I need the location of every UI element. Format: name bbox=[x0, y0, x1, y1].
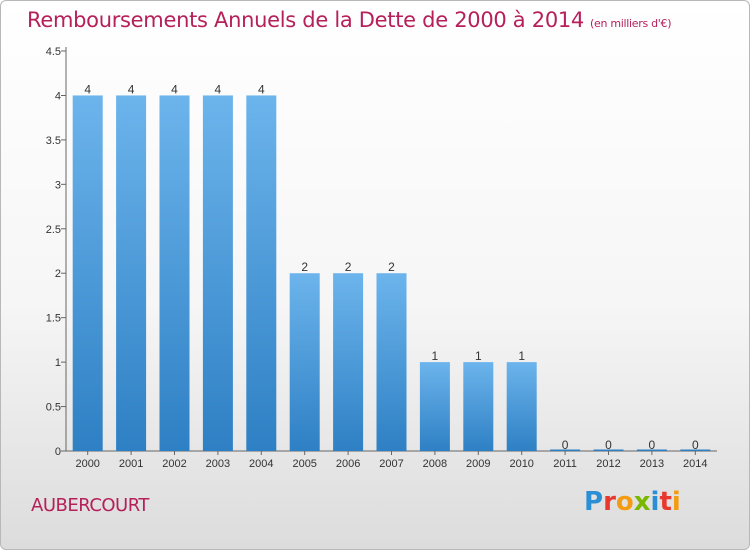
logo-letter: x bbox=[633, 487, 651, 517]
y-tick-label: 1.5 bbox=[46, 313, 61, 325]
chart-unit: (en milliers d'€) bbox=[590, 17, 672, 30]
x-tick-label: 2002 bbox=[162, 458, 186, 470]
data-label: 2 bbox=[301, 260, 308, 274]
y-tick-label: 0 bbox=[55, 446, 61, 458]
data-label: 2 bbox=[388, 260, 395, 274]
bar bbox=[636, 449, 667, 451]
bar bbox=[593, 449, 624, 451]
proxiti-logo: Proxiti bbox=[584, 487, 681, 517]
logo-letter: P bbox=[584, 487, 604, 517]
data-label: 0 bbox=[649, 438, 656, 452]
logo-letter: r bbox=[603, 487, 616, 517]
data-label: 4 bbox=[215, 82, 222, 96]
x-tick-label: 2008 bbox=[423, 458, 447, 470]
data-label: 1 bbox=[475, 349, 482, 363]
chart-title: Remboursements Annuels de la Dette de 20… bbox=[27, 8, 671, 32]
bar bbox=[419, 362, 450, 451]
chart-title-text: Remboursements Annuels de la Dette de 20… bbox=[27, 8, 584, 32]
data-label: 0 bbox=[692, 438, 699, 452]
bar bbox=[680, 449, 711, 451]
x-tick-label: 2005 bbox=[292, 458, 316, 470]
bar bbox=[72, 95, 103, 451]
y-tick-label: 3 bbox=[55, 179, 61, 191]
data-label: 4 bbox=[84, 82, 91, 96]
x-tick-label: 2004 bbox=[249, 458, 273, 470]
bar bbox=[376, 273, 407, 451]
y-tick-label: 2 bbox=[55, 268, 61, 280]
data-label: 4 bbox=[258, 82, 265, 96]
y-tick-label: 2.5 bbox=[46, 224, 61, 236]
bar bbox=[289, 273, 320, 451]
y-tick-label: 4.5 bbox=[46, 46, 61, 58]
data-label: 1 bbox=[518, 349, 525, 363]
bar bbox=[202, 95, 233, 451]
x-tick-label: 2000 bbox=[75, 458, 99, 470]
y-tick-label: 0.5 bbox=[46, 402, 61, 414]
bar bbox=[333, 273, 364, 451]
y-tick-label: 1 bbox=[55, 357, 61, 369]
commune-name: AUBERCOURT bbox=[31, 495, 149, 516]
x-tick-label: 2003 bbox=[206, 458, 230, 470]
y-tick-label: 4 bbox=[55, 90, 61, 102]
x-tick-label: 2012 bbox=[596, 458, 620, 470]
logo-letter: i bbox=[650, 487, 660, 517]
x-tick-label: 2001 bbox=[119, 458, 143, 470]
x-tick-label: 2009 bbox=[466, 458, 490, 470]
x-tick-label: 2007 bbox=[379, 458, 403, 470]
x-tick-label: 2010 bbox=[509, 458, 533, 470]
bar bbox=[463, 362, 494, 451]
x-tick-label: 2014 bbox=[683, 458, 707, 470]
data-label: 0 bbox=[605, 438, 612, 452]
data-label: 0 bbox=[562, 438, 569, 452]
x-tick-label: 2011 bbox=[553, 458, 577, 470]
logo-letter: i bbox=[671, 487, 681, 517]
logo-letter: t bbox=[659, 487, 672, 517]
data-label: 4 bbox=[128, 82, 135, 96]
bar bbox=[506, 362, 537, 451]
bar bbox=[550, 449, 581, 451]
bar bbox=[159, 95, 190, 451]
data-label: 1 bbox=[432, 349, 439, 363]
bar bbox=[116, 95, 147, 451]
logo-letter: o bbox=[615, 487, 634, 517]
data-label: 4 bbox=[171, 82, 178, 96]
data-label: 2 bbox=[345, 260, 352, 274]
y-tick-label: 3.5 bbox=[46, 135, 61, 147]
x-tick-label: 2013 bbox=[640, 458, 664, 470]
x-tick-label: 2006 bbox=[336, 458, 360, 470]
bar bbox=[246, 95, 277, 451]
